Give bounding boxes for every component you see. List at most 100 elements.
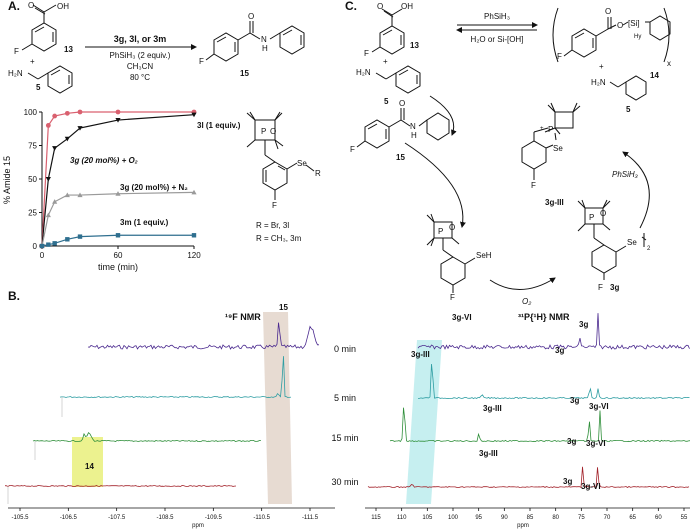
y-tick-label: 75 <box>28 142 37 151</box>
annotation-3l: 3l (1 equiv.) <box>197 121 241 130</box>
amide-label: 15 <box>240 69 249 78</box>
p-axis-tick: 60 <box>655 515 662 521</box>
series-point-1 <box>191 112 197 118</box>
amide-o: O <box>248 12 254 21</box>
catalyst-f: F <box>272 201 277 210</box>
f-nmr-title: ¹⁹F NMR <box>225 312 261 322</box>
p-axis-unit: ppm <box>517 523 529 529</box>
amine-5-structure <box>27 65 73 94</box>
catalyst-se: Se <box>297 159 307 168</box>
vi-p: P <box>438 227 443 236</box>
acid-c-o: O <box>377 2 383 11</box>
f-axis-tick: -108.5 <box>156 515 174 521</box>
f-axis-tick: -106.5 <box>60 515 78 521</box>
p-axis-tick: 65 <box>629 515 636 521</box>
series-point-2 <box>191 189 197 195</box>
series-point-2 <box>45 212 51 218</box>
iii-plus: + <box>540 126 544 132</box>
series-point-1 <box>115 118 121 123</box>
time-label-15: 15 min <box>331 433 358 443</box>
kinetics-chart: 0 60 120 0 25 50 75 100 time (min) % Amide 15 3… <box>2 108 241 272</box>
series-point-3 <box>65 237 70 242</box>
p-nmr-title: ³¹P{¹H} NMR <box>518 312 570 322</box>
cat-3g-structure <box>577 199 647 280</box>
p-5min-3g-vi: 3g-VI <box>589 402 609 411</box>
acid-13-structure <box>21 4 57 52</box>
series-point-0 <box>115 109 121 115</box>
cycle-arrow-o2 <box>489 277 556 290</box>
amine-c2-h2n: H₂N <box>591 78 606 87</box>
x-tick-label: 60 <box>114 251 123 260</box>
p-axis-tick: 95 <box>475 515 482 521</box>
ester-x: x <box>667 59 671 68</box>
plus-sign: + <box>30 57 35 66</box>
vi-label: 3g-VI <box>452 313 472 322</box>
g-p: P <box>589 213 594 222</box>
series-point-3 <box>52 241 57 246</box>
series-point-3 <box>191 233 197 238</box>
peak-3g-iii-highlight <box>406 340 442 504</box>
amine-c-label: 5 <box>384 97 389 106</box>
f-axis-tick: -107.5 <box>108 515 126 521</box>
ester-label: 14 <box>650 71 659 80</box>
peak-14-highlight <box>72 437 103 487</box>
y-tick-label: 25 <box>28 209 37 218</box>
f-peak-15-label: 15 <box>279 303 288 312</box>
p-axis-tick: 110 <box>397 515 407 521</box>
amide-h: H <box>262 44 268 53</box>
series-point-0 <box>45 123 51 128</box>
annotation-3g-o2: 3g (20 mol%) + O₂ <box>70 156 138 165</box>
series-point-3 <box>77 234 83 239</box>
amide-c-o: O <box>399 99 405 108</box>
cat-3g-vi-structure <box>426 213 476 293</box>
cycle-arrow-to-product <box>429 95 457 136</box>
ester-o2: O <box>617 21 623 30</box>
f-stack-guides <box>7 397 63 504</box>
ester-hy: Hy <box>634 34 641 40</box>
acid-c-f: F <box>364 49 369 58</box>
amine-h2n: H₂N <box>8 69 23 78</box>
cycle-arrow-to-3g-vi <box>404 142 466 228</box>
series-point-1 <box>64 136 70 142</box>
catalyst-o: O <box>270 127 276 136</box>
ammonium-plus: + <box>599 62 604 71</box>
p-5min-3g: 3g <box>570 396 579 405</box>
g-se: Se <box>627 238 637 247</box>
legend-r-ch3: R = CH₃, 3m <box>256 234 302 243</box>
g-label: 3g <box>610 283 619 292</box>
conditions-reductant: PhSiH₃ (2 equiv.) <box>110 51 171 60</box>
series-point-2 <box>52 199 58 204</box>
p-axis-tick: 105 <box>422 515 433 521</box>
series-point-0 <box>52 113 58 119</box>
iii-label: 3g-III <box>545 198 564 207</box>
f-peak-14-label: 14 <box>85 462 94 471</box>
p-5min-3g-iii: 3g-III <box>483 404 502 413</box>
y-tick-label: 100 <box>24 108 38 117</box>
f-axis-tick: -105.5 <box>11 515 29 521</box>
series-line-2 <box>41 191 195 247</box>
f-axis-tick: -111.5 <box>302 515 319 521</box>
y-tick-label: 50 <box>28 175 37 184</box>
time-label-0: 0 min <box>334 344 356 354</box>
panel-c-label: C. <box>345 0 357 13</box>
time-label-5: 5 min <box>334 393 356 403</box>
panel-a-label: A. <box>8 0 20 13</box>
p-0min-3g-top: 3g <box>579 320 588 329</box>
series-point-3 <box>46 242 51 247</box>
p-axis-tick: 55 <box>681 515 688 521</box>
y-axis-label: % Amide 15 <box>2 156 12 204</box>
p-axis-tick: 100 <box>448 515 459 521</box>
y-tick-label: 0 <box>33 242 38 251</box>
panel-b-label: B. <box>8 289 20 303</box>
p-15min-3g-iii: 3g-III <box>479 449 498 458</box>
series-point-1 <box>45 177 51 182</box>
amine-label: 5 <box>36 83 41 92</box>
ester-si: [Si] <box>628 19 640 28</box>
equilibrium-bottom-reagent: H₂O or Si-[OH] <box>471 35 524 44</box>
p-spectrum-0min <box>417 313 690 350</box>
time-label-30: 30 min <box>331 477 358 487</box>
annotation-3m: 3m (1 equiv.) <box>120 218 169 227</box>
catalyst-r: R <box>315 169 321 178</box>
series-line-1 <box>41 114 195 247</box>
f-spectrum-0min <box>87 322 319 350</box>
